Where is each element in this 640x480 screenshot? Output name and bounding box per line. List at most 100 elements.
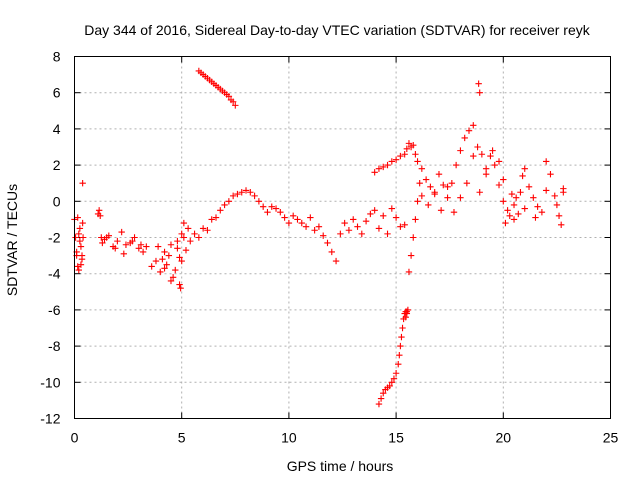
- data-point: [358, 230, 365, 238]
- data-point: [375, 400, 383, 408]
- data-point: [135, 245, 143, 252]
- data-point: [397, 342, 404, 350]
- data-point: [76, 237, 84, 245]
- data-point: [392, 214, 400, 221]
- data-point: [502, 219, 509, 227]
- data-point: [410, 234, 417, 241]
- data-point: [397, 223, 404, 230]
- data-point: [534, 203, 541, 210]
- data-point: [354, 223, 361, 230]
- data-point: [182, 246, 190, 254]
- data-point: [532, 214, 539, 221]
- data-point: [77, 261, 85, 268]
- data-point: [272, 205, 280, 212]
- data-point: [255, 198, 263, 205]
- data-point: [380, 212, 387, 219]
- data-point: [542, 158, 550, 165]
- data-point: [97, 212, 104, 219]
- data-point: [79, 180, 86, 187]
- data-point: [444, 183, 451, 191]
- data-point: [398, 333, 405, 341]
- data-point: [75, 230, 82, 238]
- data-point: [521, 205, 528, 212]
- data-point: [176, 281, 183, 288]
- data-point: [229, 98, 237, 105]
- data-point: [332, 257, 340, 265]
- data-point: [72, 234, 79, 241]
- data-point: [172, 266, 179, 274]
- data-point: [178, 257, 185, 265]
- data-point: [324, 239, 331, 247]
- data-point: [553, 201, 561, 209]
- data-point: [187, 237, 194, 245]
- data-point: [154, 243, 162, 250]
- data-point: [515, 210, 522, 218]
- data-point: [414, 198, 421, 205]
- y-tick-label: -2: [48, 230, 61, 246]
- data-point: [388, 379, 396, 386]
- data-point: [412, 151, 419, 158]
- data-point: [208, 216, 215, 223]
- data-point: [405, 140, 413, 147]
- y-tick-label: 4: [53, 121, 61, 137]
- data-point: [217, 207, 224, 214]
- data-point: [98, 234, 105, 241]
- data-point: [137, 241, 145, 248]
- data-point: [264, 208, 271, 216]
- data-point: [75, 266, 82, 274]
- data-point: [384, 230, 391, 238]
- data-point: [225, 93, 233, 100]
- data-point: [418, 165, 426, 172]
- data-point: [99, 239, 106, 247]
- data-point: [191, 230, 198, 238]
- data-point: [225, 198, 233, 205]
- data-point: [337, 230, 344, 238]
- data-point: [465, 127, 473, 134]
- data-point: [450, 208, 458, 216]
- data-point: [268, 203, 275, 210]
- data-point: [294, 216, 301, 223]
- data-point: [199, 225, 207, 232]
- y-tick-label: 0: [53, 193, 61, 209]
- data-point: [165, 252, 173, 259]
- data-point: [512, 194, 520, 201]
- data-point: [412, 216, 419, 223]
- data-point: [407, 252, 415, 259]
- data-point: [560, 189, 567, 196]
- data-point: [538, 208, 546, 216]
- data-point: [289, 212, 297, 219]
- data-point: [463, 180, 471, 187]
- x-tick-label: 0: [71, 430, 79, 446]
- data-point: [470, 122, 477, 129]
- data-point: [114, 237, 121, 245]
- x-tick-label: 10: [281, 430, 297, 446]
- data-point: [371, 169, 378, 176]
- data-point: [489, 147, 496, 154]
- data-point: [78, 252, 86, 259]
- data-point: [184, 225, 192, 232]
- data-point: [508, 190, 516, 198]
- data-point: [414, 158, 421, 165]
- data-point: [159, 256, 166, 263]
- data-point: [474, 143, 481, 151]
- y-tick-label: -4: [48, 266, 61, 282]
- data-point: [77, 243, 85, 250]
- data-point: [163, 261, 170, 268]
- data-point: [495, 158, 503, 165]
- data-point: [79, 219, 86, 227]
- data-point: [74, 263, 81, 270]
- data-point: [302, 223, 310, 230]
- data-point: [221, 201, 228, 209]
- data-point: [345, 227, 353, 234]
- chart-title: Day 344 of 2016, Sidereal Day-to-day VTE…: [84, 22, 590, 38]
- data-point: [491, 161, 498, 169]
- data-point: [375, 165, 383, 172]
- data-point: [242, 187, 250, 194]
- data-point: [401, 221, 408, 229]
- x-tick-label: 20: [496, 430, 512, 446]
- data-point: [506, 212, 513, 219]
- data-point: [402, 313, 409, 321]
- data-point: [259, 203, 267, 210]
- data-point: [180, 219, 188, 227]
- data-point: [341, 219, 348, 227]
